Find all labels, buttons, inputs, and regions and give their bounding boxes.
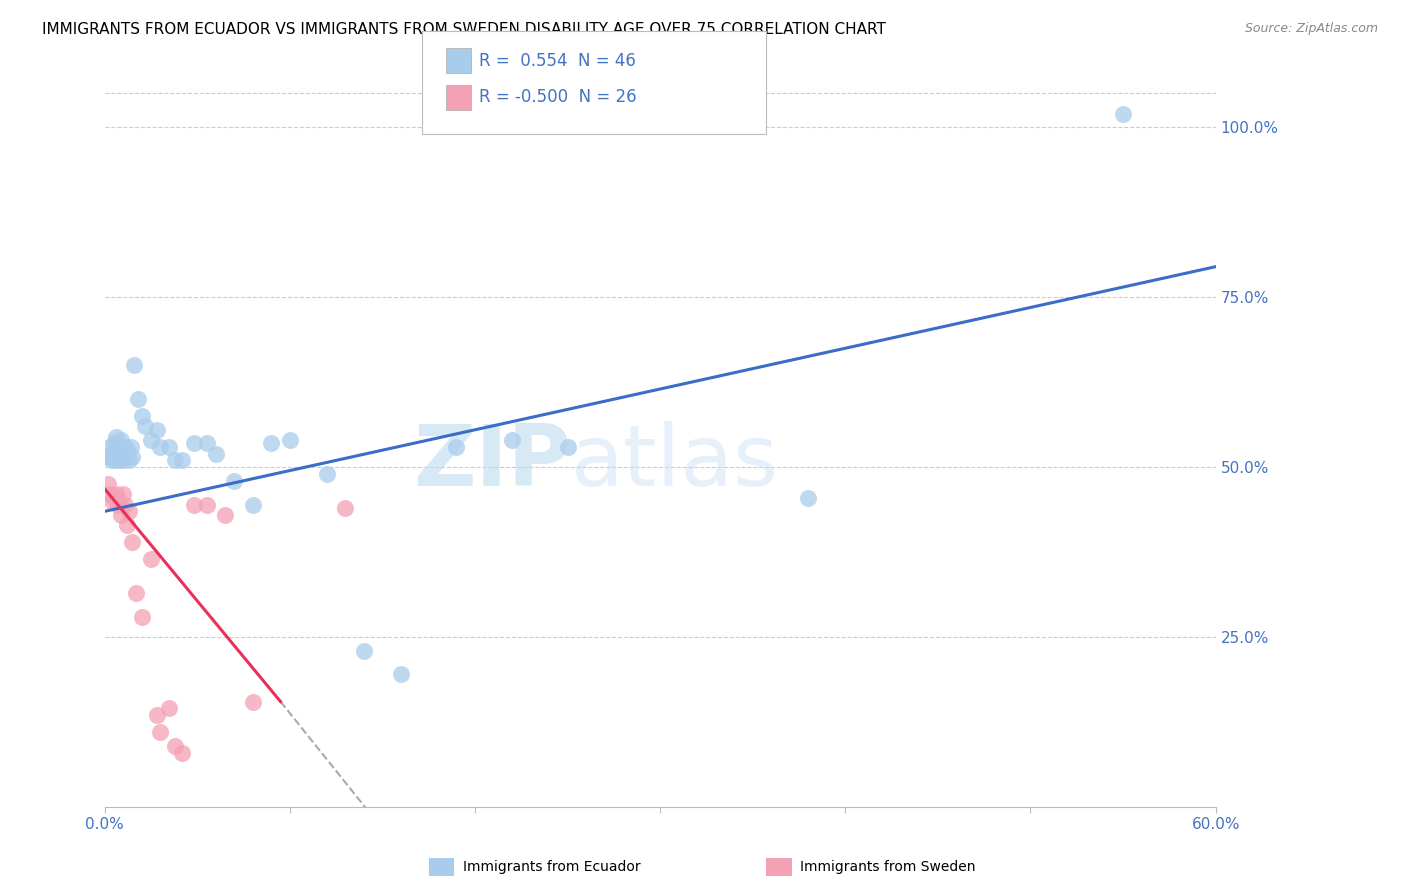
Point <box>124 358 146 372</box>
Text: Immigrants from Ecuador: Immigrants from Ecuador <box>463 860 640 874</box>
Point <box>112 453 135 467</box>
Point <box>107 440 129 454</box>
Point <box>101 494 124 508</box>
Point <box>131 409 153 424</box>
Point <box>108 453 131 467</box>
Point <box>110 446 132 460</box>
Point <box>120 440 142 454</box>
Point <box>134 419 156 434</box>
Point <box>115 517 138 532</box>
Point <box>183 498 205 512</box>
Point <box>98 487 121 501</box>
Point <box>172 746 194 760</box>
Point <box>97 477 120 491</box>
Point <box>389 667 412 681</box>
Point <box>172 453 194 467</box>
Point <box>145 708 167 723</box>
Point <box>104 487 127 501</box>
Point <box>103 491 125 505</box>
Point <box>353 643 375 657</box>
Point <box>1112 107 1135 121</box>
Point <box>139 433 162 447</box>
Text: Immigrants from Sweden: Immigrants from Sweden <box>800 860 976 874</box>
Point <box>115 443 138 458</box>
Point <box>103 436 125 450</box>
Point <box>145 423 167 437</box>
Point <box>110 508 132 522</box>
Point <box>112 487 135 501</box>
Point <box>195 498 218 512</box>
Point <box>97 450 120 464</box>
Point <box>125 586 148 600</box>
Text: R = -0.500  N = 26: R = -0.500 N = 26 <box>479 88 637 106</box>
Point <box>104 443 127 458</box>
Point <box>214 508 236 522</box>
Point <box>242 498 264 512</box>
Point <box>121 535 143 549</box>
Point <box>797 491 820 505</box>
Text: R =  0.554  N = 46: R = 0.554 N = 46 <box>479 52 637 70</box>
Point <box>139 552 162 566</box>
Point <box>446 440 468 454</box>
Text: Source: ZipAtlas.com: Source: ZipAtlas.com <box>1244 22 1378 36</box>
Point <box>204 446 226 460</box>
Point <box>335 500 357 515</box>
Point <box>127 392 149 407</box>
Point <box>98 440 121 454</box>
Text: ZIP: ZIP <box>413 420 571 503</box>
Point <box>242 695 264 709</box>
Text: IMMIGRANTS FROM ECUADOR VS IMMIGRANTS FROM SWEDEN DISABILITY AGE OVER 75 CORRELA: IMMIGRANTS FROM ECUADOR VS IMMIGRANTS FR… <box>42 22 886 37</box>
Point <box>118 453 141 467</box>
Point <box>149 725 172 739</box>
Point <box>108 494 131 508</box>
Point <box>107 450 129 464</box>
Point <box>183 436 205 450</box>
Point <box>103 453 125 467</box>
Point <box>112 443 135 458</box>
Point <box>159 440 181 454</box>
Point <box>260 436 283 450</box>
Text: atlas: atlas <box>571 420 779 503</box>
Point <box>101 453 124 467</box>
Point <box>195 436 218 450</box>
Point <box>557 440 579 454</box>
Point <box>107 498 129 512</box>
Point <box>114 440 136 454</box>
Point <box>131 609 153 624</box>
Point <box>110 433 132 447</box>
Point <box>501 433 523 447</box>
Point <box>121 450 143 464</box>
Point <box>104 429 127 443</box>
Point <box>108 443 131 458</box>
Point <box>118 504 141 518</box>
Point <box>224 474 246 488</box>
Point <box>163 739 186 753</box>
Point <box>278 433 301 447</box>
Point <box>159 701 181 715</box>
Point <box>101 446 124 460</box>
Point <box>114 498 136 512</box>
Point <box>149 440 172 454</box>
Point <box>163 453 186 467</box>
Point <box>315 467 337 481</box>
